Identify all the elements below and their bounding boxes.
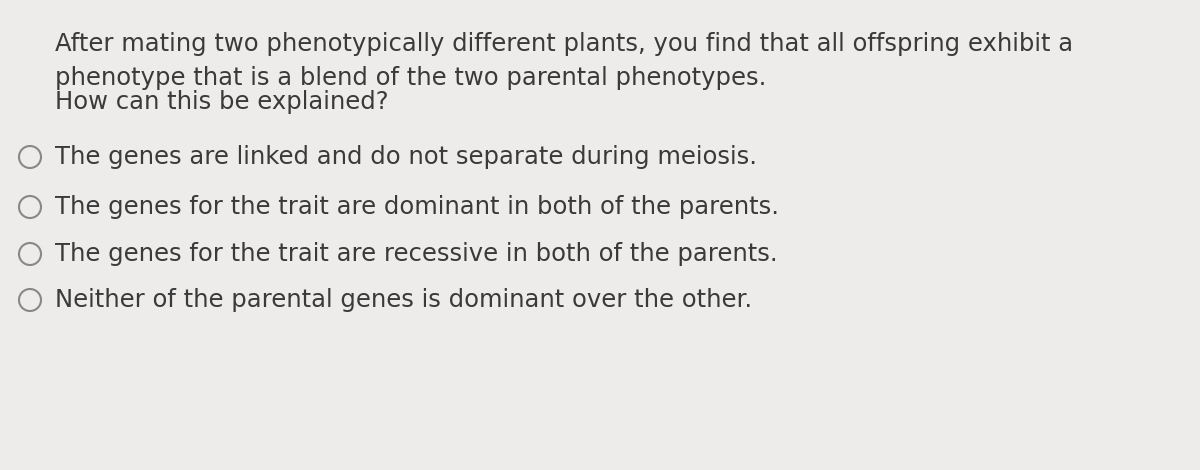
- Text: The genes are linked and do not separate during meiosis.: The genes are linked and do not separate…: [55, 145, 757, 169]
- Text: The genes for the trait are recessive in both of the parents.: The genes for the trait are recessive in…: [55, 242, 778, 266]
- Text: Neither of the parental genes is dominant over the other.: Neither of the parental genes is dominan…: [55, 288, 752, 312]
- Text: How can this be explained?: How can this be explained?: [55, 90, 389, 114]
- Text: The genes for the trait are dominant in both of the parents.: The genes for the trait are dominant in …: [55, 195, 779, 219]
- Text: After mating two phenotypically different plants, you find that all offspring ex: After mating two phenotypically differen…: [55, 32, 1073, 89]
